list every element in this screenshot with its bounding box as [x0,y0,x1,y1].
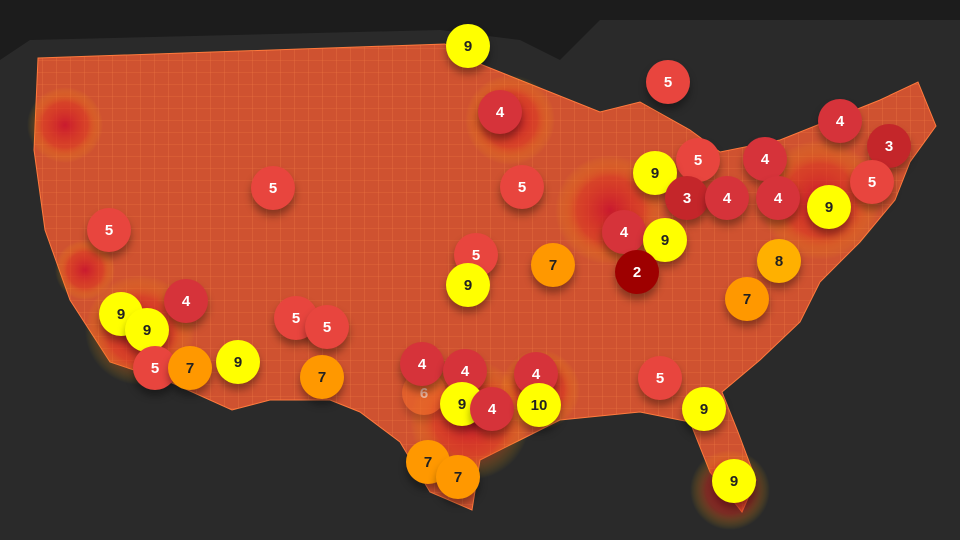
cluster-marker[interactable]: 5 [676,138,720,182]
cluster-marker[interactable]: 5 [305,305,349,349]
cluster-marker[interactable]: 9 [712,459,756,503]
cluster-marker[interactable]: 10 [517,383,561,427]
cluster-marker[interactable]: 2 [615,250,659,294]
cluster-marker[interactable]: 5 [646,60,690,104]
cluster-marker[interactable]: 5 [87,208,131,252]
cluster-marker[interactable]: 9 [682,387,726,431]
cluster-marker[interactable]: 9 [446,263,490,307]
cluster-marker[interactable]: 5 [251,166,295,210]
cluster-marker[interactable]: 9 [446,24,490,68]
cluster-marker[interactable]: 4 [478,90,522,134]
cluster-marker[interactable]: 3 [665,176,709,220]
cluster-marker[interactable]: 7 [531,243,575,287]
cluster-marker[interactable]: 7 [300,355,344,399]
cluster-marker[interactable]: 4 [743,137,787,181]
cluster-marker[interactable]: 9 [807,185,851,229]
cluster-marker[interactable]: 9 [216,340,260,384]
cluster-marker[interactable]: 5 [500,165,544,209]
cluster-marker[interactable]: 4 [164,279,208,323]
cluster-marker[interactable]: 4 [470,387,514,431]
heat-spot [55,240,115,300]
cluster-marker[interactable]: 5 [638,356,682,400]
cluster-marker[interactable]: 4 [400,342,444,386]
cluster-marker[interactable]: 4 [602,210,646,254]
cluster-marker[interactable]: 9 [125,308,169,352]
cluster-marker[interactable]: 4 [705,176,749,220]
cluster-marker[interactable]: 4 [818,99,862,143]
cluster-marker[interactable]: 5 [850,160,894,204]
cluster-marker[interactable]: 4 [756,176,800,220]
cluster-marker[interactable]: 7 [436,455,480,499]
cluster-marker[interactable]: 8 [757,239,801,283]
cluster-marker[interactable]: 7 [725,277,769,321]
heat-spot [27,87,103,163]
cluster-marker[interactable]: 7 [168,346,212,390]
